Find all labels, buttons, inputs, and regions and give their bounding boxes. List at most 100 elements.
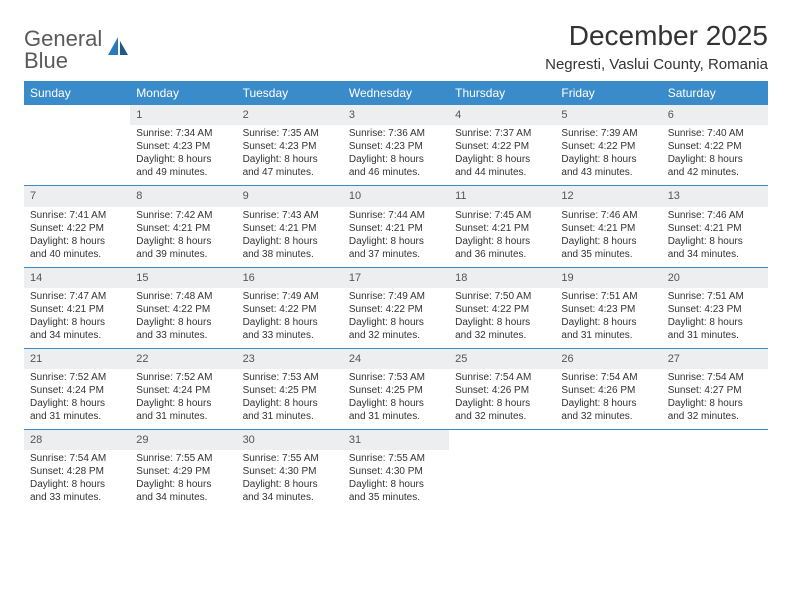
sunrise-text: Sunrise: 7:44 AM xyxy=(349,209,443,222)
day-body: Sunrise: 7:51 AMSunset: 4:23 PMDaylight:… xyxy=(662,288,768,348)
sunset-text: Sunset: 4:21 PM xyxy=(668,222,762,235)
day-number: 12 xyxy=(555,186,661,206)
sunset-text: Sunset: 4:21 PM xyxy=(136,222,230,235)
day-body: Sunrise: 7:41 AMSunset: 4:22 PMDaylight:… xyxy=(24,207,130,267)
sunset-text: Sunset: 4:26 PM xyxy=(455,384,549,397)
sunset-text: Sunset: 4:21 PM xyxy=(561,222,655,235)
daylight-text: Daylight: 8 hours and 32 minutes. xyxy=(561,397,655,423)
day-body: Sunrise: 7:50 AMSunset: 4:22 PMDaylight:… xyxy=(449,288,555,348)
sunset-text: Sunset: 4:22 PM xyxy=(455,140,549,153)
day-cell: 1Sunrise: 7:34 AMSunset: 4:23 PMDaylight… xyxy=(130,105,236,185)
weekday-header: Saturday xyxy=(662,81,768,105)
sunrise-text: Sunrise: 7:54 AM xyxy=(455,371,549,384)
daylight-text: Daylight: 8 hours and 33 minutes. xyxy=(243,316,337,342)
sunrise-text: Sunrise: 7:53 AM xyxy=(349,371,443,384)
brand-name-line1: General xyxy=(24,28,102,50)
sunset-text: Sunset: 4:22 PM xyxy=(243,303,337,316)
day-number: 7 xyxy=(24,186,130,206)
day-cell: 15Sunrise: 7:48 AMSunset: 4:22 PMDayligh… xyxy=(130,268,236,348)
sunset-text: Sunset: 4:21 PM xyxy=(243,222,337,235)
week-row: 1Sunrise: 7:34 AMSunset: 4:23 PMDaylight… xyxy=(24,105,768,186)
day-number: 2 xyxy=(237,105,343,125)
day-body: Sunrise: 7:54 AMSunset: 4:27 PMDaylight:… xyxy=(662,369,768,429)
day-cell: 13Sunrise: 7:46 AMSunset: 4:21 PMDayligh… xyxy=(662,186,768,266)
sunset-text: Sunset: 4:24 PM xyxy=(136,384,230,397)
day-number: 28 xyxy=(24,430,130,450)
day-cell: 22Sunrise: 7:52 AMSunset: 4:24 PMDayligh… xyxy=(130,349,236,429)
daylight-text: Daylight: 8 hours and 42 minutes. xyxy=(668,153,762,179)
day-cell: 8Sunrise: 7:42 AMSunset: 4:21 PMDaylight… xyxy=(130,186,236,266)
day-body: Sunrise: 7:51 AMSunset: 4:23 PMDaylight:… xyxy=(555,288,661,348)
sunrise-text: Sunrise: 7:54 AM xyxy=(668,371,762,384)
sunset-text: Sunset: 4:25 PM xyxy=(349,384,443,397)
day-cell: 4Sunrise: 7:37 AMSunset: 4:22 PMDaylight… xyxy=(449,105,555,185)
weekday-header: Monday xyxy=(130,81,236,105)
sunrise-text: Sunrise: 7:53 AM xyxy=(243,371,337,384)
day-body: Sunrise: 7:35 AMSunset: 4:23 PMDaylight:… xyxy=(237,125,343,185)
day-cell: 9Sunrise: 7:43 AMSunset: 4:21 PMDaylight… xyxy=(237,186,343,266)
sunrise-text: Sunrise: 7:54 AM xyxy=(561,371,655,384)
day-body: Sunrise: 7:55 AMSunset: 4:29 PMDaylight:… xyxy=(130,450,236,510)
day-body: Sunrise: 7:54 AMSunset: 4:26 PMDaylight:… xyxy=(555,369,661,429)
calendar-grid: Sunday Monday Tuesday Wednesday Thursday… xyxy=(24,81,768,510)
sunset-text: Sunset: 4:22 PM xyxy=(561,140,655,153)
day-cell: 10Sunrise: 7:44 AMSunset: 4:21 PMDayligh… xyxy=(343,186,449,266)
day-number: 3 xyxy=(343,105,449,125)
sunset-text: Sunset: 4:23 PM xyxy=(349,140,443,153)
sunset-text: Sunset: 4:22 PM xyxy=(668,140,762,153)
day-cell: 17Sunrise: 7:49 AMSunset: 4:22 PMDayligh… xyxy=(343,268,449,348)
sunrise-text: Sunrise: 7:35 AM xyxy=(243,127,337,140)
daylight-text: Daylight: 8 hours and 31 minutes. xyxy=(349,397,443,423)
sunrise-text: Sunrise: 7:36 AM xyxy=(349,127,443,140)
day-number: 6 xyxy=(662,105,768,125)
day-number: 27 xyxy=(662,349,768,369)
day-cell: 30Sunrise: 7:55 AMSunset: 4:30 PMDayligh… xyxy=(237,430,343,510)
day-cell: 3Sunrise: 7:36 AMSunset: 4:23 PMDaylight… xyxy=(343,105,449,185)
daylight-text: Daylight: 8 hours and 35 minutes. xyxy=(349,478,443,504)
weekday-header-row: Sunday Monday Tuesday Wednesday Thursday… xyxy=(24,81,768,105)
sunset-text: Sunset: 4:23 PM xyxy=(136,140,230,153)
daylight-text: Daylight: 8 hours and 31 minutes. xyxy=(668,316,762,342)
sunrise-text: Sunrise: 7:43 AM xyxy=(243,209,337,222)
sunrise-text: Sunrise: 7:45 AM xyxy=(455,209,549,222)
sunrise-text: Sunrise: 7:40 AM xyxy=(668,127,762,140)
logo-text-block: General Blue xyxy=(24,28,102,72)
day-cell: 16Sunrise: 7:49 AMSunset: 4:22 PMDayligh… xyxy=(237,268,343,348)
day-cell: 6 Sunrise: 7:40 AMSunset: 4:22 PMDaylight… xyxy=(662,105,768,185)
day-number: 23 xyxy=(237,349,343,369)
day-body: Sunrise: 7:52 AMSunset: 4:24 PMDaylight:… xyxy=(24,369,130,429)
daylight-text: Daylight: 8 hours and 37 minutes. xyxy=(349,235,443,261)
weeks-container: 1Sunrise: 7:34 AMSunset: 4:23 PMDaylight… xyxy=(24,105,768,510)
daylight-text: Daylight: 8 hours and 47 minutes. xyxy=(243,153,337,179)
day-number: 25 xyxy=(449,349,555,369)
day-number: 26 xyxy=(555,349,661,369)
day-body: Sunrise: 7:45 AMSunset: 4:21 PMDaylight:… xyxy=(449,207,555,267)
weekday-header: Wednesday xyxy=(343,81,449,105)
sunrise-text: Sunrise: 7:51 AM xyxy=(561,290,655,303)
day-cell: 28Sunrise: 7:54 AMSunset: 4:28 PMDayligh… xyxy=(24,430,130,510)
sunrise-text: Sunrise: 7:52 AM xyxy=(30,371,124,384)
sunset-text: Sunset: 4:22 PM xyxy=(136,303,230,316)
sunrise-text: Sunrise: 7:41 AM xyxy=(30,209,124,222)
sunrise-text: Sunrise: 7:46 AM xyxy=(668,209,762,222)
day-number: 20 xyxy=(662,268,768,288)
day-cell: 21Sunrise: 7:52 AMSunset: 4:24 PMDayligh… xyxy=(24,349,130,429)
daylight-text: Daylight: 8 hours and 38 minutes. xyxy=(243,235,337,261)
day-number: 15 xyxy=(130,268,236,288)
daylight-text: Daylight: 8 hours and 31 minutes. xyxy=(136,397,230,423)
day-cell: 18Sunrise: 7:50 AMSunset: 4:22 PMDayligh… xyxy=(449,268,555,348)
day-cell: 7Sunrise: 7:41 AMSunset: 4:22 PMDaylight… xyxy=(24,186,130,266)
day-body: Sunrise: 7:49 AMSunset: 4:22 PMDaylight:… xyxy=(237,288,343,348)
day-cell: 11Sunrise: 7:45 AMSunset: 4:21 PMDayligh… xyxy=(449,186,555,266)
day-body: Sunrise: 7:34 AMSunset: 4:23 PMDaylight:… xyxy=(130,125,236,185)
daylight-text: Daylight: 8 hours and 34 minutes. xyxy=(668,235,762,261)
day-cell: 12Sunrise: 7:46 AMSunset: 4:21 PMDayligh… xyxy=(555,186,661,266)
day-cell xyxy=(662,430,768,510)
sunrise-text: Sunrise: 7:55 AM xyxy=(243,452,337,465)
day-number: 5 xyxy=(555,105,661,125)
sunset-text: Sunset: 4:25 PM xyxy=(243,384,337,397)
sail-icon xyxy=(106,35,132,62)
daylight-text: Daylight: 8 hours and 35 minutes. xyxy=(561,235,655,261)
location-subtitle: Negresti, Vaslui County, Romania xyxy=(545,56,768,73)
sunset-text: Sunset: 4:22 PM xyxy=(30,222,124,235)
